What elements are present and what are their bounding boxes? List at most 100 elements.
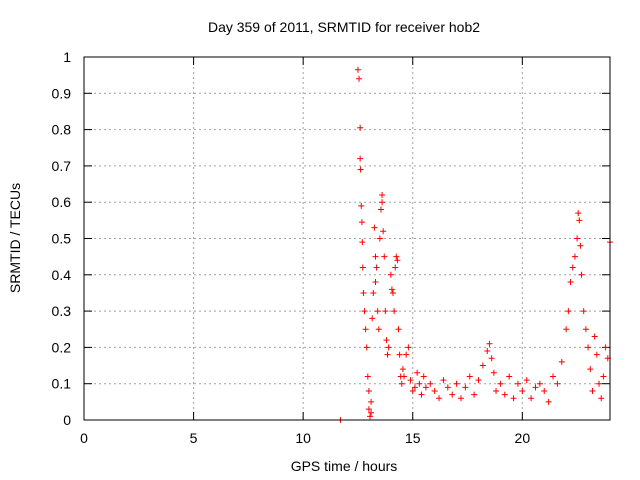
data-point <box>574 235 581 242</box>
y-tick-label: 0.9 <box>52 85 72 101</box>
y-tick-label: 0.6 <box>52 194 72 210</box>
data-point <box>462 384 469 391</box>
data-point <box>545 398 552 405</box>
data-point <box>376 235 383 242</box>
data-point <box>409 387 416 394</box>
data-point <box>585 344 592 351</box>
data-point <box>368 409 375 416</box>
data-point <box>361 308 368 315</box>
data-point <box>471 391 478 398</box>
data-point <box>369 315 376 322</box>
data-point <box>422 384 429 391</box>
data-point <box>569 264 576 271</box>
data-point <box>373 264 380 271</box>
data-point <box>387 271 394 278</box>
data-point <box>582 326 589 333</box>
data-point <box>400 373 407 380</box>
x-tick-label: 10 <box>295 430 311 446</box>
data-point <box>514 380 521 387</box>
axis-ticks: 00.10.20.30.40.50.60.70.80.910 5 10 15 20 <box>52 49 610 446</box>
data-point <box>359 239 366 246</box>
y-tick-label: 0.8 <box>52 122 72 138</box>
y-tick-label: 0.7 <box>52 158 72 174</box>
data-point <box>358 219 365 226</box>
data-point <box>392 264 399 271</box>
data-point <box>497 380 504 387</box>
data-point <box>510 395 517 402</box>
data-point <box>420 373 427 380</box>
data-point <box>440 377 447 384</box>
data-point <box>571 253 578 260</box>
data-point <box>365 387 372 394</box>
data-point <box>405 344 412 351</box>
data-point <box>558 358 565 365</box>
data-point <box>479 362 486 369</box>
data-point <box>379 199 386 206</box>
y-tick-label: 0.4 <box>52 267 72 283</box>
data-point <box>367 413 374 420</box>
data-point <box>357 124 364 131</box>
data-point <box>418 391 425 398</box>
data-point <box>431 387 438 394</box>
data-point <box>374 308 381 315</box>
data-point <box>372 279 379 286</box>
data-point <box>390 289 397 296</box>
data-point <box>486 340 493 347</box>
data-point <box>403 351 410 358</box>
data-points <box>337 66 613 423</box>
data-point <box>377 206 384 213</box>
data-point <box>383 337 390 344</box>
x-axis-label: GPS time / hours <box>291 458 398 474</box>
data-point <box>457 395 464 402</box>
data-point <box>384 351 391 358</box>
data-point <box>506 373 513 380</box>
data-point <box>436 395 443 402</box>
data-point <box>388 286 395 293</box>
data-point <box>541 387 548 394</box>
data-point <box>407 377 414 384</box>
data-point <box>358 202 365 209</box>
data-point <box>372 253 379 260</box>
x-tick-label: 15 <box>405 430 421 446</box>
data-point <box>550 373 557 380</box>
data-point <box>381 253 388 260</box>
data-point <box>354 66 361 73</box>
data-point <box>580 308 587 315</box>
data-point <box>484 348 491 355</box>
data-point <box>565 308 572 315</box>
y-axis-label: SRMTID / TECUs <box>7 183 23 293</box>
data-point <box>578 271 585 278</box>
data-point <box>357 166 364 173</box>
data-point <box>493 387 500 394</box>
data-point <box>575 210 582 217</box>
data-point <box>501 391 508 398</box>
data-point <box>363 344 370 351</box>
data-point <box>399 366 406 373</box>
data-point <box>380 228 387 235</box>
data-point <box>602 344 609 351</box>
data-point <box>359 264 366 271</box>
data-point <box>375 326 382 333</box>
data-point <box>528 395 535 402</box>
data-point <box>466 373 473 380</box>
data-point <box>391 308 398 315</box>
data-point <box>600 373 607 380</box>
y-tick-label: 0.3 <box>52 303 72 319</box>
data-point <box>393 253 400 260</box>
data-point <box>365 406 372 413</box>
data-point <box>598 395 605 402</box>
data-point <box>563 326 570 333</box>
plot-frame <box>83 56 611 421</box>
data-point <box>576 217 583 224</box>
data-point <box>371 224 378 231</box>
chart-title: Day 359 of 2011, SRMTID for receiver hob… <box>208 19 480 35</box>
data-point <box>362 326 369 333</box>
y-tick-label: 0.1 <box>52 376 72 392</box>
data-point <box>577 242 584 249</box>
data-point <box>591 333 598 340</box>
data-point <box>523 377 530 384</box>
data-point <box>444 384 451 391</box>
data-point <box>475 377 482 384</box>
data-point <box>396 351 403 358</box>
data-point <box>357 155 364 162</box>
